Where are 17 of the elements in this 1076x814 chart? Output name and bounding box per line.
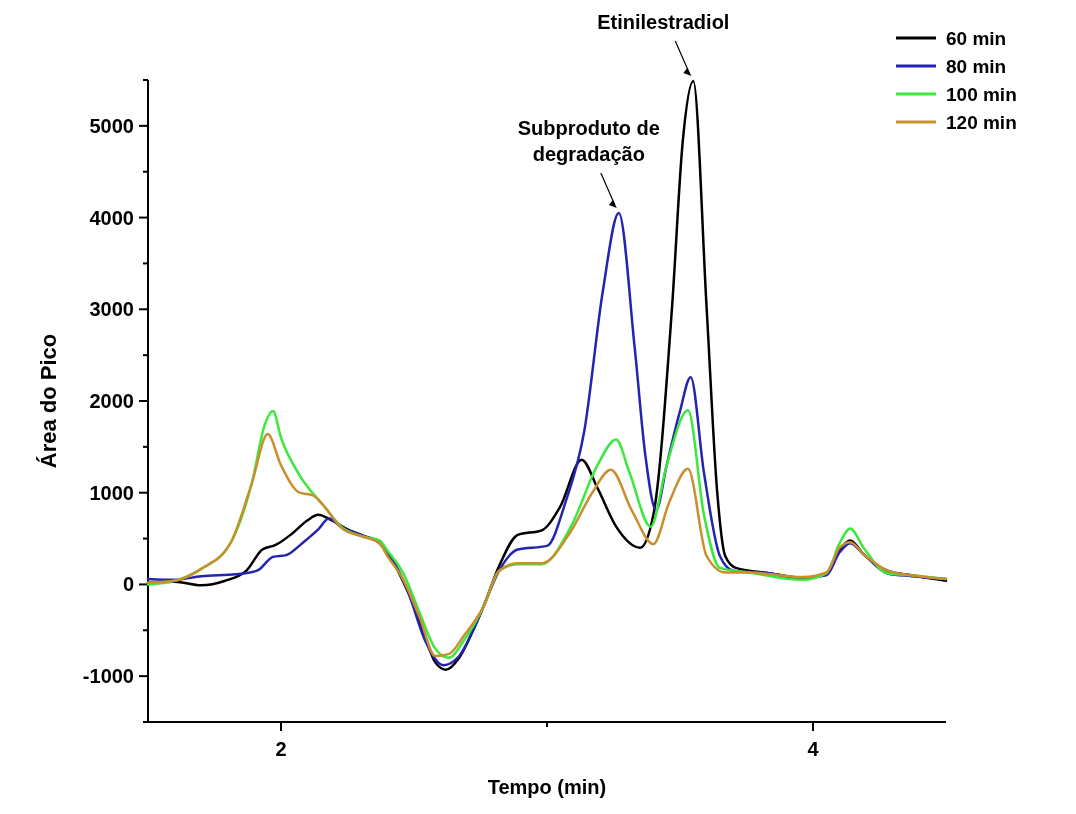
x-axis-title: Tempo (min) xyxy=(487,776,607,798)
annotation: Subproduto de degradação xyxy=(517,116,660,165)
y-tick-label: 1000 xyxy=(89,481,134,504)
legend-label: 100 min xyxy=(946,83,1017,105)
y-tick-label: 0 xyxy=(122,573,134,596)
y-tick-label: 5000 xyxy=(89,114,134,137)
y-tick-label: -1000 xyxy=(82,665,134,688)
y-tick-label: 2000 xyxy=(89,390,134,412)
y-tick-label: 4000 xyxy=(89,206,134,229)
legend-label: 60 min xyxy=(946,27,1007,49)
y-tick-label: 3000 xyxy=(89,298,134,321)
y-axis-title: Área do Pico xyxy=(36,333,61,469)
x-tick-label: 4 xyxy=(807,738,820,760)
x-tick-label: 2 xyxy=(275,738,287,760)
legend-label: 120 min xyxy=(946,111,1017,133)
annotation: Etinilestradiol xyxy=(597,10,730,33)
legend-label: 80 min xyxy=(946,55,1007,77)
